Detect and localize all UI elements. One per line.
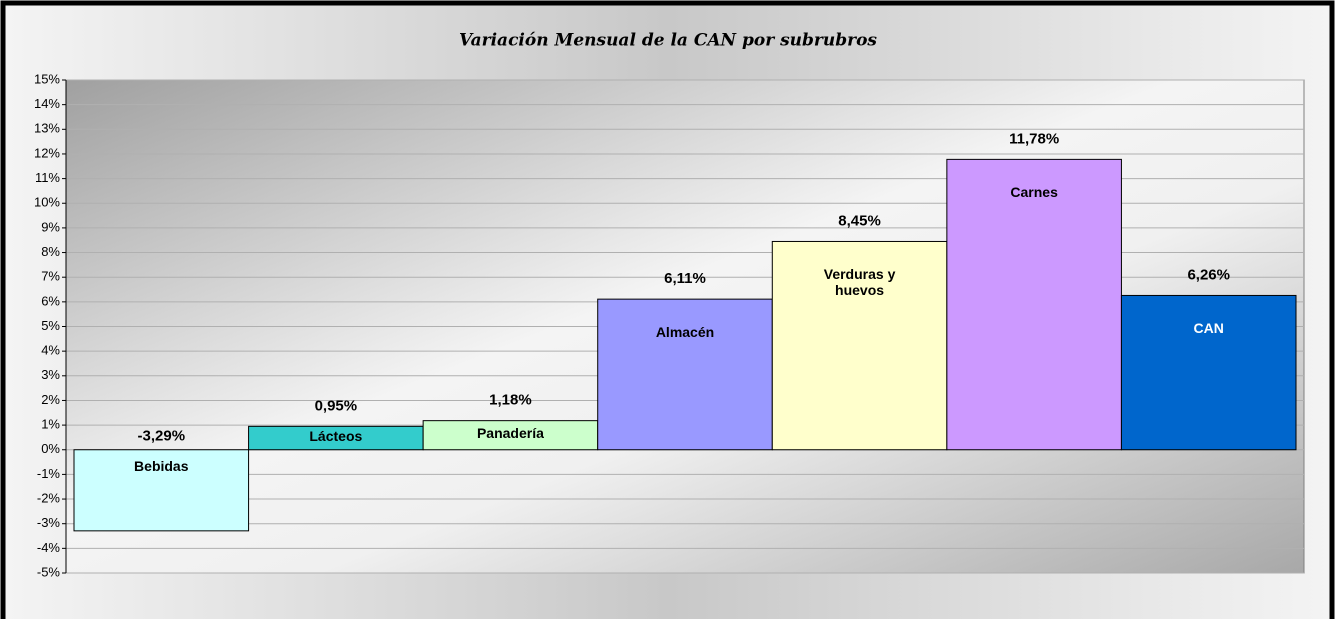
category-label: Almacén: [655, 324, 715, 341]
y-tick-label: 12%: [34, 145, 60, 160]
y-tick-label: 5%: [41, 318, 60, 333]
category-label: CAN: [1193, 320, 1224, 337]
y-tick-label: 11%: [35, 170, 60, 185]
y-tick-label: 3%: [41, 367, 60, 382]
bar: [946, 158, 1122, 451]
category-label-box: Carnes: [1010, 184, 1058, 201]
y-tick-label: 14%: [34, 96, 60, 111]
category-label-box: Verduras y huevos: [823, 266, 896, 299]
bar: [422, 420, 599, 451]
category-label-box: Almacén: [655, 324, 715, 341]
y-tick-label: -3%: [37, 515, 61, 530]
category-label-box: Bebidas: [134, 457, 189, 474]
bar: [597, 298, 773, 451]
y-tick-label: -5%: [37, 564, 61, 579]
value-label: -3,29%: [138, 428, 186, 445]
y-tick-label: 15%: [34, 71, 60, 86]
category-label-box: Lácteos: [309, 428, 363, 445]
category-label: Lácteos: [309, 428, 363, 445]
y-tick-label: 0%: [41, 441, 60, 456]
y-tick-label: 10%: [34, 195, 60, 210]
value-label: 6,26%: [1187, 266, 1230, 283]
y-tick-label: 4%: [41, 343, 60, 358]
category-label: Panadería: [476, 425, 544, 442]
value-label: 8,45%: [838, 212, 881, 229]
y-tick-label: -2%: [37, 490, 61, 505]
category-label-box: Panadería: [476, 425, 544, 442]
y-tick-label: 13%: [34, 121, 60, 136]
value-label: 6,11%: [664, 270, 706, 287]
y-tick-label: -1%: [37, 466, 61, 481]
value-label: 0,95%: [315, 397, 358, 414]
y-tick-label: 9%: [41, 219, 60, 234]
y-tick-label: 7%: [41, 269, 60, 284]
category-label-box: CAN: [1193, 320, 1224, 337]
category-label: Bebidas: [134, 457, 189, 474]
category-label: Carnes: [1010, 184, 1058, 201]
y-tick-label: -4%: [37, 540, 61, 555]
value-label: 1,18%: [489, 392, 532, 409]
y-tick-label: 1%: [41, 417, 60, 432]
value-label: 11,78%: [1009, 130, 1059, 147]
bar: [73, 449, 250, 532]
bar: [771, 240, 948, 451]
chart-title: Variación Mensual de la CAN por subrubro…: [459, 31, 877, 51]
y-tick-label: 6%: [41, 293, 60, 308]
category-label: Verduras y huevos: [823, 266, 896, 299]
y-tick-label: 8%: [41, 244, 60, 259]
bar: [1120, 294, 1297, 451]
y-tick-label: 2%: [41, 392, 60, 407]
